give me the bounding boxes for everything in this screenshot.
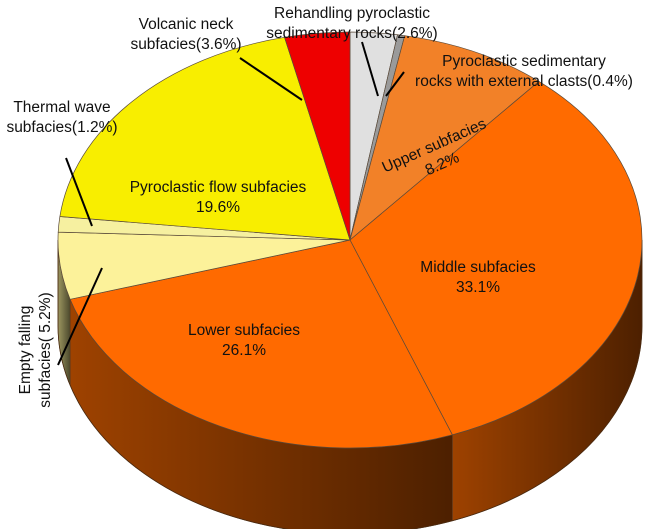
leader-line-pyroclastic-sedimentary: [385, 71, 405, 97]
pie-slice-upper-subfacies: [349, 35, 540, 241]
slice-label-line: rocks with external clasts(0.4%): [415, 73, 633, 90]
pie-rim-outline: [57, 240, 643, 529]
slice-label-line: Thermal wave: [13, 99, 110, 116]
slice-label-middle-subfacies: Middle subfacies 33.1%: [420, 259, 536, 296]
slice-label-line: Empty falling: [17, 306, 34, 395]
slice-label-lower-subfacies: Lower subfacies 26.1%: [188, 322, 300, 359]
slice-label-line: Middle subfacies: [420, 259, 536, 276]
slice-label-line: Lower subfacies: [188, 322, 300, 339]
slice-label-line: 33.1%: [456, 279, 500, 296]
leader-lines: [57, 41, 405, 366]
slice-label-line: sedimentary rocks(2.6%): [266, 25, 437, 42]
pie-slice-middle-subfacies: [349, 80, 643, 436]
pie-tops: [57, 31, 643, 449]
slice-label-rehandling-pyroclastic: Rehandling pyroclastic sedimentary rocks(…: [266, 5, 437, 42]
slice-label-line: Pyroclastic sedimentary: [442, 53, 606, 70]
slice-label-line: Rehandling pyroclastic: [274, 5, 430, 22]
slice-label-pyroclastic-sedimentary: Pyroclastic sedimentary rocks with extern…: [415, 53, 633, 90]
pie-slice-lower-subfacies: [69, 239, 453, 449]
slice-label-line: Pyroclastic flow subfacies: [130, 179, 307, 196]
slice-label-line: subfacies( 5.2%): [37, 292, 54, 407]
leader-line-rehandling-pyroclastic: [361, 41, 379, 97]
slice-label-thermal-wave: Thermal wave subfacies(1.2%): [6, 99, 117, 136]
pie-slice-volcanic-neck: [284, 31, 351, 241]
leader-line-empty-falling: [57, 267, 103, 366]
leader-line-thermal-wave: [65, 157, 93, 227]
pie-slice-pyroclastic-flow-subfacies: [59, 36, 351, 241]
slice-label-line: subfacies(3.6%): [130, 36, 241, 53]
slice-label-pyroclastic-flow-subfacies: Pyroclastic flow subfacies 19.6%: [130, 179, 307, 216]
leader-line-volcanic-neck: [239, 57, 303, 101]
slice-label-line: 26.1%: [222, 342, 266, 359]
slice-label-empty-falling: Empty falling subfacies( 5.2%): [17, 292, 54, 407]
slice-label-line: subfacies(1.2%): [6, 119, 117, 136]
slice-label-volcanic-neck: Volcanic neck subfacies(3.6%): [130, 16, 241, 53]
slice-label-line: Volcanic neck: [139, 16, 234, 33]
slice-label-line: 19.6%: [196, 199, 240, 216]
